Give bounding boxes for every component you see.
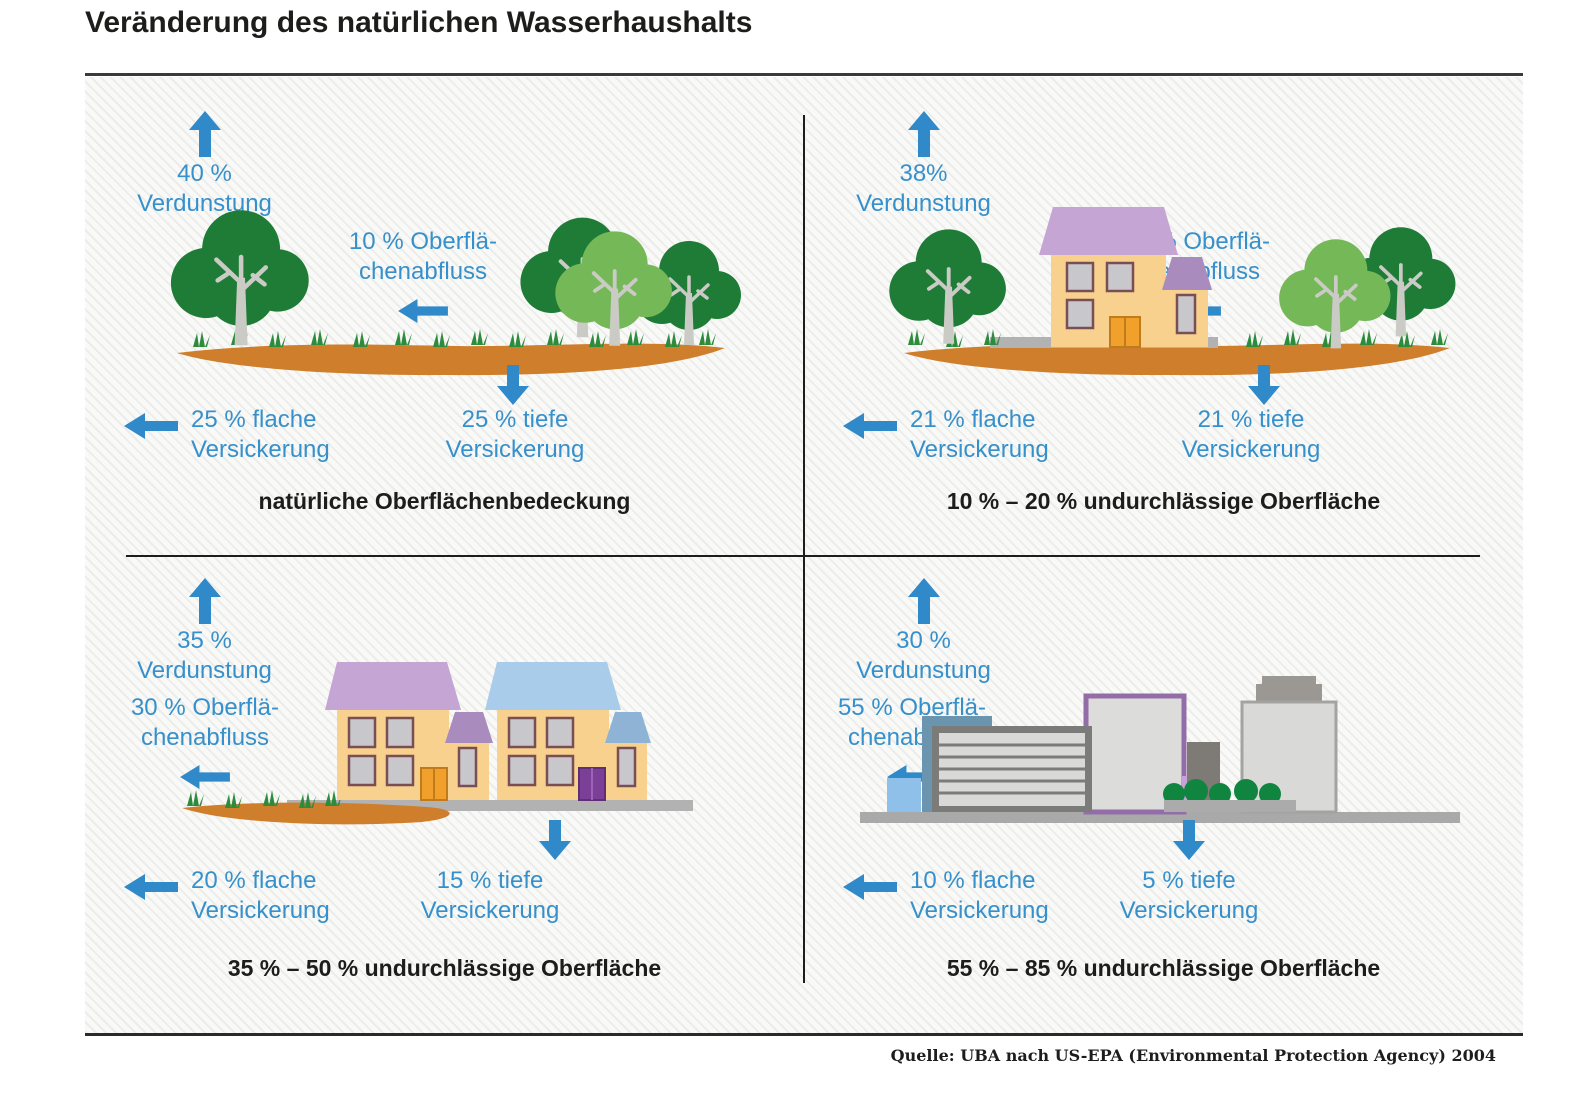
evaporation-value: 40 % xyxy=(177,160,232,187)
deep-line2: Versickerung xyxy=(445,436,585,463)
quadrant-low-sealing: 38% Verdunstung 20 % Oberflä- chenabflus… xyxy=(804,77,1523,556)
up-arrow-icon xyxy=(188,111,221,157)
deep-line2: Versickerung xyxy=(1181,436,1321,463)
grass-tufts xyxy=(193,329,716,347)
left-arrow-icon xyxy=(180,765,230,789)
down-arrow-icon xyxy=(539,820,571,860)
deep-infiltration-label: 5 % tiefe Versickerung xyxy=(1074,866,1304,926)
top-rule xyxy=(85,73,1523,76)
dark-tree-icon xyxy=(171,210,309,345)
quadrant-natural-cover: 40 % Verdunstung 10 % Oberflä- chenabflu… xyxy=(85,77,804,556)
evaporation-label: 38% Verdunstung xyxy=(826,111,1021,219)
evaporation-label: 30 % Verdunstung xyxy=(826,578,1021,686)
house-icon xyxy=(1039,207,1212,348)
deep-line1: 25 % tiefe xyxy=(461,406,569,433)
shallow-infiltration-label: 20 % flache Versickerung xyxy=(123,866,330,926)
quadrant-caption: 10 % – 20 % undurchlässige Oberfläche xyxy=(946,488,1381,514)
left-arrow-icon xyxy=(124,413,178,439)
quadrant-caption: 55 % – 85 % undurchlässige Oberfläche xyxy=(946,955,1381,981)
scene-natural-illustration xyxy=(127,195,743,376)
quadrant-medium-sealing: 35 % Verdunstung 30 % Oberflä- chenabflu… xyxy=(85,556,804,1035)
scene-city-illustration xyxy=(860,676,1460,823)
diagram-board: 40 % Verdunstung 10 % Oberflä- chenabflu… xyxy=(85,77,1523,1033)
shallow-line2: Versickerung xyxy=(910,436,1049,463)
runoff-label: 30 % Oberflä- chenabfluss xyxy=(90,693,320,789)
runoff-line2: chenabfluss xyxy=(140,724,270,751)
runoff-line1: 30 % Oberflä- xyxy=(130,694,280,721)
left-arrow-icon xyxy=(843,413,897,439)
soil-ground xyxy=(177,343,725,376)
quadrant-caption: 35 % – 50 % undurchlässige Oberfläche xyxy=(227,955,662,981)
platform xyxy=(1164,800,1296,812)
deep-infiltration-label: 21 % tiefe Versickerung xyxy=(1136,405,1366,465)
runoff-line1: 10 % Oberflä- xyxy=(348,228,498,255)
quadrant-high-sealing: 30 % Verdunstung 55 % Oberflä- chenabflu… xyxy=(804,556,1523,1035)
street-ground xyxy=(860,812,1460,823)
house-icon xyxy=(485,662,651,801)
deep-line1: 15 % tiefe xyxy=(436,867,544,894)
shallow-infiltration-label: 21 % flache Versickerung xyxy=(842,405,1049,465)
left-arrow-icon xyxy=(398,299,448,323)
soil-ground xyxy=(182,802,450,825)
evaporation-term: Verdunstung xyxy=(137,657,272,684)
evaporation-term: Verdunstung xyxy=(856,190,991,217)
small-blue-building xyxy=(887,778,921,812)
shallow-infiltration-label: 10 % flache Versickerung xyxy=(842,866,1049,926)
shallow-line1: 10 % flache xyxy=(910,867,1036,894)
shallow-line1: 21 % flache xyxy=(910,406,1036,433)
left-arrow-icon xyxy=(843,874,897,900)
up-arrow-icon xyxy=(188,578,221,624)
horizontal-divider xyxy=(126,555,1480,557)
quadrant-caption: natürliche Oberflächenbedeckung xyxy=(258,488,631,514)
deep-line1: 5 % tiefe xyxy=(1142,867,1236,894)
sidewalk xyxy=(287,800,693,811)
shallow-line1: 25 % flache xyxy=(191,406,317,433)
evaporation-term: Verdunstung xyxy=(856,657,991,684)
evaporation-value: 38% xyxy=(899,160,948,187)
left-arrow-icon xyxy=(124,874,178,900)
down-arrow-icon xyxy=(1173,820,1205,860)
deep-line2: Versickerung xyxy=(1119,897,1259,924)
vertical-divider xyxy=(803,115,805,983)
shallow-line2: Versickerung xyxy=(191,436,330,463)
evaporation-label: 35 % Verdunstung xyxy=(107,578,302,686)
soil-ground xyxy=(904,343,1450,376)
shallow-infiltration-label: 25 % flache Versickerung xyxy=(123,405,330,465)
deep-infiltration-label: 25 % tiefe Versickerung xyxy=(400,405,630,465)
source-credit: Quelle: UBA nach US-EPA (Environmental P… xyxy=(890,1046,1496,1065)
scene-house-illustration xyxy=(887,207,1458,376)
shallow-line1: 20 % flache xyxy=(191,867,317,894)
bottom-rule xyxy=(85,1033,1523,1036)
runoff-line2: chenabfluss xyxy=(358,258,488,285)
up-arrow-icon xyxy=(907,578,940,624)
down-arrow-icon xyxy=(1248,365,1280,405)
bushes xyxy=(1163,779,1281,805)
evaporation-value: 30 % xyxy=(896,627,951,654)
deep-line2: Versickerung xyxy=(420,897,560,924)
office-building-icon xyxy=(932,726,1092,812)
runoff-label: 10 % Oberflä- chenabfluss xyxy=(308,227,538,323)
page-title: Veränderung des natürlichen Wasserhausha… xyxy=(85,6,753,39)
evaporation-value: 35 % xyxy=(177,627,232,654)
evaporation-label: 40 % Verdunstung xyxy=(107,111,302,219)
dark-tree-icon xyxy=(887,227,1008,346)
house-icon xyxy=(325,662,493,801)
up-arrow-icon xyxy=(907,111,940,157)
shallow-line2: Versickerung xyxy=(910,897,1049,924)
deep-line1: 21 % tiefe xyxy=(1197,406,1305,433)
deep-infiltration-label: 15 % tiefe Versickerung xyxy=(375,866,605,926)
scene-two-houses-illustration xyxy=(182,662,693,825)
down-arrow-icon xyxy=(497,365,529,405)
shallow-line2: Versickerung xyxy=(191,897,330,924)
